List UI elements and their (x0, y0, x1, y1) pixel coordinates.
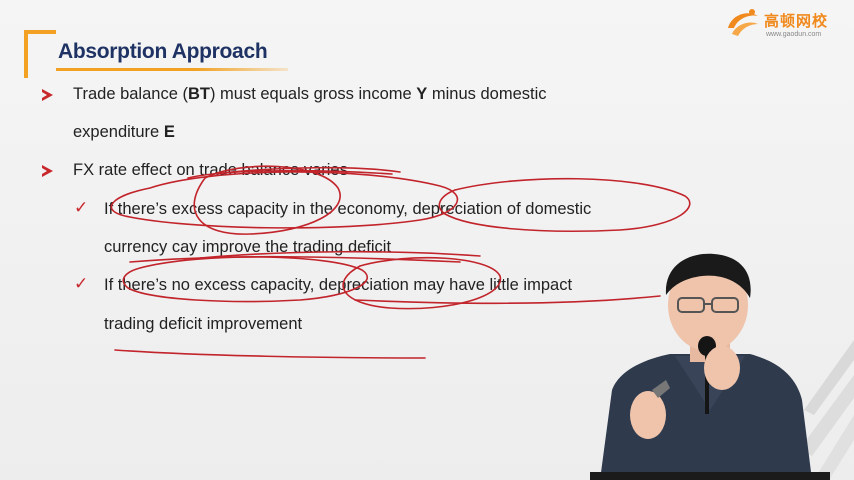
ink-underline-5 (114, 349, 426, 359)
presenter-video (590, 253, 830, 480)
slide-title: Absorption Approach (58, 40, 268, 63)
bullet-1-text-b: ) must equals gross income (209, 85, 417, 103)
title-underline (56, 68, 288, 71)
logo-mark-icon (728, 9, 758, 36)
red-arrow-bullet-icon (42, 89, 53, 101)
sub-bullet-1-line-1: If there’s excess capacity in the econom… (104, 200, 592, 218)
logo-chinese-name: 高顿网校 (764, 12, 829, 30)
bullet-1-bold-bt: BT (187, 85, 210, 103)
red-checkmark-icon: ✓ (74, 198, 89, 218)
bullet-1-text-c: minus domestic (427, 85, 547, 103)
bullet-2: FX rate effect on trade balance varies (73, 161, 348, 179)
logo-url: www.gaodun.com (766, 31, 822, 38)
bullet-1-bold-e: E (163, 123, 175, 141)
sub-bullet-2-line-1: If there’s no excess capacity, depreciat… (104, 276, 573, 294)
bullet-1-text-d: expenditure (73, 123, 164, 141)
bullet-1-line-2: expenditure E (73, 123, 175, 142)
sub-bullet-2-line-2: trading deficit improvement (104, 315, 303, 333)
bullet-1-text-a: Trade balance ( (73, 85, 188, 103)
bullet-1-line-1: Trade balance (BT) must equals gross inc… (73, 85, 547, 104)
red-arrow-bullet-icon (42, 165, 53, 177)
sub-bullet-1-line-2: currency cay improve the trading deficit (104, 238, 392, 256)
gaodun-logo: 高顿网校 www.gaodun.com (724, 4, 844, 42)
bullet-1-bold-y: Y (416, 85, 428, 103)
title-bracket-decoration (24, 30, 56, 78)
ink-underline-2 (129, 255, 461, 263)
red-checkmark-icon: ✓ (74, 274, 89, 294)
decorative-stripes (799, 340, 854, 480)
